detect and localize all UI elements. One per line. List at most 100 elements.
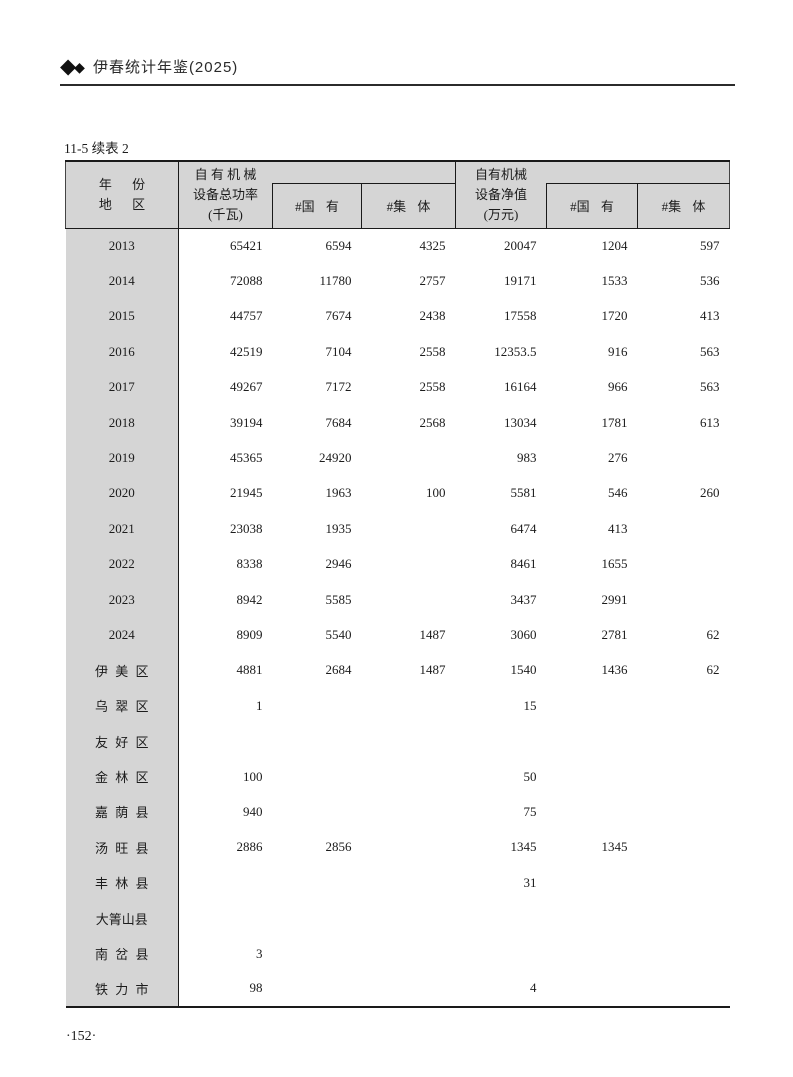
table-cell: 62 bbox=[637, 617, 730, 653]
table-cell: 916 bbox=[546, 334, 638, 370]
table-cell bbox=[272, 971, 362, 1007]
table-cell bbox=[637, 758, 730, 795]
table-cell bbox=[546, 794, 638, 830]
table-cell: 2856 bbox=[272, 829, 362, 866]
table-cell: 1345 bbox=[546, 829, 638, 866]
table-cell bbox=[361, 511, 456, 547]
table-cell: 8942 bbox=[178, 581, 273, 618]
table-cell: 24920 bbox=[272, 440, 362, 476]
table-cell: 5540 bbox=[272, 617, 362, 653]
table-cell: 72088 bbox=[178, 263, 273, 299]
table-cell: 1781 bbox=[546, 404, 638, 441]
table-cell bbox=[637, 935, 730, 972]
table-row: 伊 美 区 4881 2684 1487 1540 1436 62 bbox=[65, 652, 730, 689]
page-number: ·152· bbox=[66, 1029, 97, 1044]
row-label: 2018 bbox=[65, 404, 179, 441]
row-label: 伊 美 区 bbox=[65, 652, 179, 689]
table-cell bbox=[272, 865, 362, 901]
table-cell bbox=[637, 546, 730, 582]
table-cell bbox=[637, 829, 730, 866]
table-cell bbox=[637, 723, 730, 759]
table-cell bbox=[361, 865, 456, 901]
table-cell: 1436 bbox=[546, 652, 638, 689]
table-cell: 2757 bbox=[361, 263, 456, 299]
page-header: ◆ ◆ 伊春统计年鉴(2025) bbox=[60, 56, 735, 86]
table-cell: 11780 bbox=[272, 263, 362, 299]
table-cell: 7674 bbox=[272, 298, 362, 335]
row-label: 2023 bbox=[65, 581, 179, 618]
table-cell bbox=[361, 971, 456, 1007]
table-cell bbox=[637, 440, 730, 476]
table-cell: 19171 bbox=[455, 263, 547, 299]
row-label: 丰 林 县 bbox=[65, 865, 179, 901]
table-cell: 413 bbox=[637, 298, 730, 335]
header-collective-power: #集 体 bbox=[361, 183, 456, 229]
table-cell: 983 bbox=[455, 440, 547, 476]
table-row: 汤 旺 县 2886 2856 1345 1345 bbox=[65, 829, 730, 866]
table-cell bbox=[178, 723, 273, 759]
table-row: 2013 65421 6594 4325 20047 1204 597 bbox=[65, 228, 730, 264]
table-cell: 50 bbox=[455, 758, 547, 795]
table-cell bbox=[272, 758, 362, 795]
table-row: 铁 力 市 98 4 bbox=[65, 971, 730, 1007]
table-cell bbox=[546, 865, 638, 901]
header-power-total: 自 有 机 械 设备总功率 (千瓦) bbox=[178, 161, 273, 229]
table-row: 友 好 区 bbox=[65, 723, 730, 759]
table-caption: 11-5 续表 2 bbox=[64, 141, 129, 156]
row-label: 汤 旺 县 bbox=[65, 829, 179, 866]
header-strip-left bbox=[272, 161, 456, 184]
diamond-icon: ◆ bbox=[60, 55, 77, 78]
table-row: 2022 8338 2946 8461 1655 bbox=[65, 546, 730, 582]
table-cell: 12353.5 bbox=[455, 334, 547, 370]
table-cell: 20047 bbox=[455, 228, 547, 264]
table-cell: 1487 bbox=[361, 652, 456, 689]
table-cell: 2684 bbox=[272, 652, 362, 689]
table-body: 2013 65421 6594 4325 20047 1204 597 2014 72088 11… bbox=[65, 228, 730, 1007]
header-power-line3: (千瓦) bbox=[208, 206, 243, 222]
table-cell: 260 bbox=[637, 475, 730, 512]
row-label: 2016 bbox=[65, 334, 179, 370]
table-cell: 1540 bbox=[455, 652, 547, 689]
table-cell: 2558 bbox=[361, 369, 456, 405]
table-cell bbox=[361, 440, 456, 476]
table-cell: 7172 bbox=[272, 369, 362, 405]
table-row: 2016 42519 7104 2558 12353.5 916 563 bbox=[65, 334, 730, 370]
table-cell: 1487 bbox=[361, 617, 456, 653]
table-cell: 62 bbox=[637, 652, 730, 689]
table-row: 2020 21945 1963 100 5581 546 260 bbox=[65, 475, 730, 512]
row-label: 乌 翠 区 bbox=[65, 688, 179, 724]
table-cell: 597 bbox=[637, 228, 730, 264]
table-cell: 2946 bbox=[272, 546, 362, 582]
table-cell: 536 bbox=[637, 263, 730, 299]
row-label: 2024 bbox=[65, 617, 179, 653]
table-cell bbox=[178, 865, 273, 901]
table-row: 2014 72088 11780 2757 19171 1533 536 bbox=[65, 263, 730, 299]
table-cell bbox=[637, 971, 730, 1007]
table-cell bbox=[272, 723, 362, 759]
table-cell bbox=[361, 546, 456, 582]
table-cell bbox=[361, 723, 456, 759]
row-label: 2015 bbox=[65, 298, 179, 335]
table-cell: 98 bbox=[178, 971, 273, 1007]
header-collective-net: #集 体 bbox=[637, 183, 730, 229]
header-year-region: 年 份 地 区 bbox=[65, 161, 179, 229]
table-cell: 31 bbox=[455, 865, 547, 901]
table-cell: 7104 bbox=[272, 334, 362, 370]
table-cell bbox=[361, 900, 456, 936]
table-cell bbox=[361, 794, 456, 830]
table-cell: 2568 bbox=[361, 404, 456, 441]
row-label: 铁 力 市 bbox=[65, 971, 179, 1007]
table-row: 2017 49267 7172 2558 16164 966 563 bbox=[65, 369, 730, 405]
table-row: 2019 45365 24920 983 276 bbox=[65, 440, 730, 476]
table-cell: 5585 bbox=[272, 581, 362, 618]
table-cell: 4 bbox=[455, 971, 547, 1007]
table-cell: 3437 bbox=[455, 581, 547, 618]
header-net-line2: 设备净值 bbox=[474, 186, 527, 202]
table-cell bbox=[272, 935, 362, 972]
table-row: 大箐山县 bbox=[65, 900, 730, 936]
row-label: 2013 bbox=[65, 228, 179, 264]
row-label: 南 岔 县 bbox=[65, 935, 179, 972]
table-cell bbox=[546, 688, 638, 724]
table-cell bbox=[455, 900, 547, 936]
table-cell: 13034 bbox=[455, 404, 547, 441]
